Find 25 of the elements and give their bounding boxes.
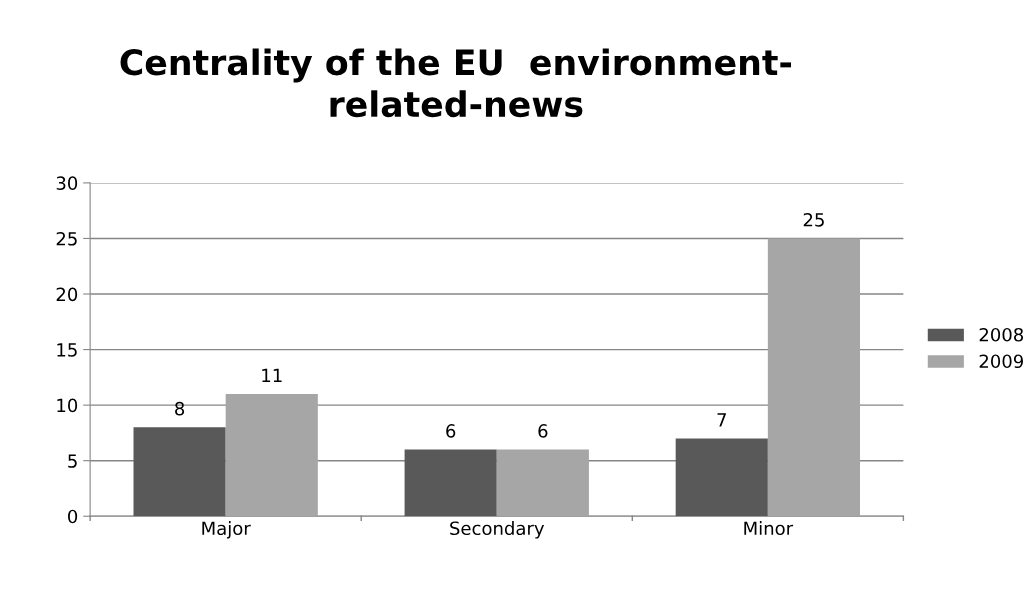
bar [767, 238, 861, 517]
legend-label: 2009 [979, 354, 1024, 369]
x-tick-label: Major [202, 521, 251, 539]
chart-title: Centrality of the EU environment- related-news [120, 48, 791, 118]
y-tick-label: 25 [56, 231, 77, 246]
data-label: 7 [717, 413, 726, 427]
x-tick-label: Secondary [450, 521, 545, 539]
bar [225, 394, 318, 517]
data-label: 11 [262, 368, 282, 382]
data-label: 6 [538, 424, 548, 438]
y-tick-label: 30 [56, 176, 78, 191]
data-label: 25 [803, 212, 824, 227]
legend-label: 2008 [979, 327, 1024, 342]
data-label: 8 [175, 401, 185, 416]
y-tick-label: 20 [56, 287, 78, 302]
y-tick-label: 0 [68, 509, 78, 524]
y-tick-label: 10 [57, 398, 78, 413]
bar [133, 427, 226, 517]
data-label: 6 [446, 424, 456, 438]
y-tick-label: 5 [68, 454, 77, 468]
bar [404, 449, 497, 517]
y-tick-label: 15 [57, 343, 77, 357]
x-tick-label: Minor [744, 521, 794, 536]
bar [675, 438, 768, 517]
bar [496, 449, 589, 517]
